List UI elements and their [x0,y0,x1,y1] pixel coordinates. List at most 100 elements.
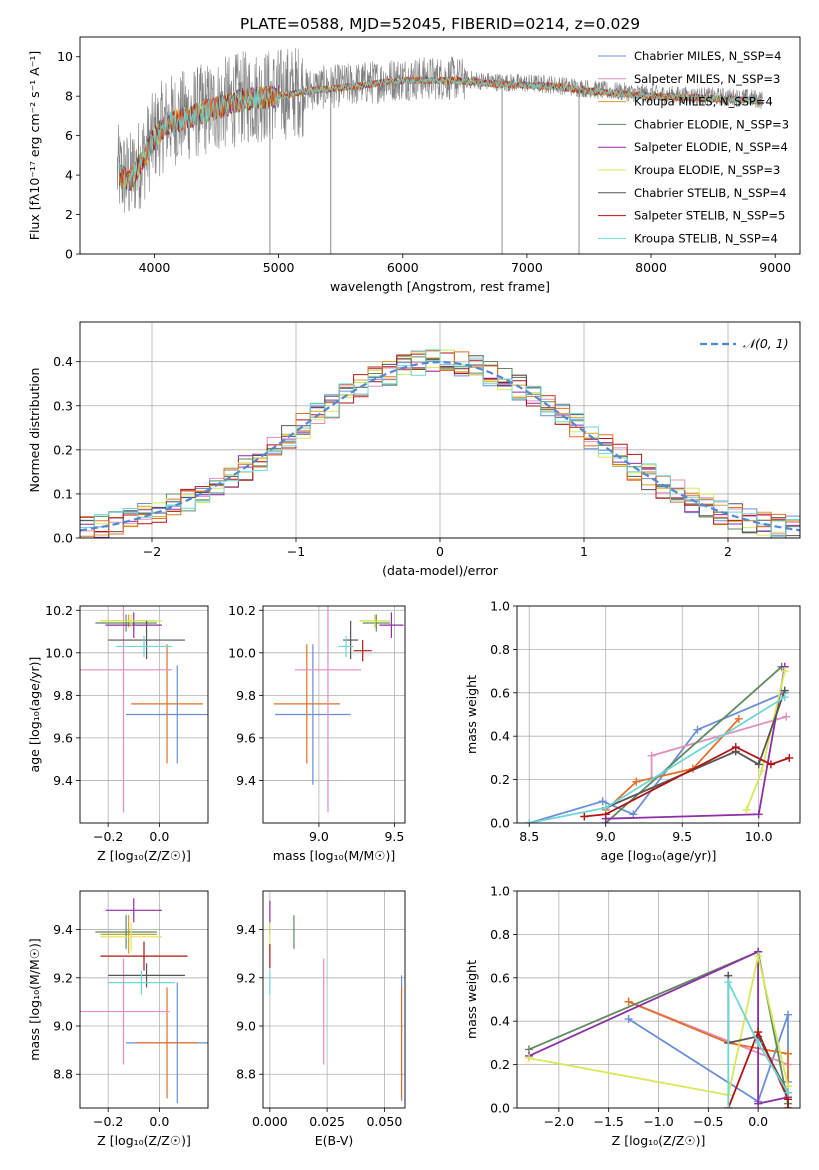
y-tick-label: 1.0 [490,599,510,614]
x-tick-label: 1 [580,544,588,559]
x-axis-label: Z [log₁₀(Z/Z☉)] [612,1133,706,1148]
x-tick-label: 8.5 [519,829,539,844]
x-axis-label: age [log₁₀(age/yr)] [601,848,717,863]
series-line-salpeter_elodie [528,950,789,1105]
x-tick-label: 6000 [387,260,419,275]
series-marker-salpeter_stelib [785,753,794,762]
y-tick-label: 1.0 [490,884,510,899]
weight_vs_age-series [525,662,794,823]
y-axis-label: mass [log₁₀(M/M☉)] [27,938,42,1060]
model-spectrum-kroupa_stelib [119,76,763,191]
mass_vs_ebv-points [269,900,403,1101]
y-tick-label: 0.2 [490,772,510,787]
y-axis-label: age [log₁₀(age/yr)] [27,657,42,773]
y-axis-label: mass weight [464,675,479,754]
series-marker-kroupa_stelib [525,819,534,823]
mass_vs_Z-panel: −0.2 0.0 8.8 9.0 9.2 9.4 Z [log₁₀(Z/Z☉)] mass [… [27,890,209,1148]
axes-frame [262,890,406,1109]
y-tick-label: 6 [65,128,73,143]
y-tick-label: 9.2 [236,970,256,985]
x-tick-label: −0.2 [93,829,123,844]
x-tick-label: 5000 [263,260,295,275]
x-tick-label: 9.5 [384,829,404,844]
x-tick-label: 8000 [635,260,667,275]
series-marker-salpeter_stelib [580,812,589,821]
y-tick-label: 0.4 [53,354,73,369]
y-tick-label: 2 [65,207,73,222]
weight_vs_Z-series [524,947,793,1108]
y-tick-label: 9.6 [53,730,73,745]
series-line-salpeter_stelib [727,1029,789,1108]
series-marker-kroupa_elodie [780,667,789,676]
model-spectrum-orange [119,75,763,187]
x-tick-label: 2 [724,544,732,559]
y-tick-label: 0.0 [53,531,73,546]
x-tick-label: 0.000 [252,1114,288,1129]
series-marker-orange [784,1049,793,1058]
axes-frame [516,890,801,1109]
x-tick-label: −1.5 [593,1114,623,1129]
x-tick-label: −1 [287,544,305,559]
series-marker-salpeter_elodie [754,1099,763,1108]
y-tick-label: 0.8 [490,927,510,942]
series-marker-chabrier_miles [624,1015,633,1024]
series-marker-kroupa_stelib [724,978,733,987]
legend-label: Chabrier MILES, N_SSP=4 [634,49,781,63]
legend-label: Kroupa ELODIE, N_SSP=3 [634,163,780,177]
series-marker-salpeter_miles [647,751,656,760]
x-tick-label: 0.050 [366,1114,402,1129]
series-marker-chabrier_miles [629,810,638,819]
y-tick-label: 0.4 [490,729,510,744]
series-line-chabrier_stelib [605,690,786,809]
legend-label: Salpeter MILES, N_SSP=3 [634,72,780,86]
x-tick-label: −1.0 [643,1114,673,1129]
mass_vs_ebv-panel: 0.000 0.025 0.050 8.8 9.0 9.2 9.4 E(B-V) [236,890,406,1148]
y-tick-label: 9.8 [53,688,73,703]
y-tick-label: 0.4 [490,1014,510,1029]
y-tick-label: 9.4 [236,773,256,788]
y-axis-label: mass weight [464,960,479,1039]
y-tick-label: 0 [65,247,73,262]
x-axis-label: E(B-V) [315,1133,354,1148]
legend-label: Chabrier ELODIE, N_SSP=3 [634,117,789,131]
y-tick-label: 10.2 [45,603,73,618]
series-marker-chabrier_stelib [754,760,763,769]
y-tick-label: 9.4 [53,922,73,937]
y-tick-label: 8.8 [53,1067,73,1082]
series-marker-kroupa_elodie [524,1054,533,1063]
series-marker-salpeter_elodie [754,810,763,819]
x-tick-label: −2 [143,544,161,559]
series-marker-kroupa_stelib [780,693,789,702]
x-axis-label: (data-model)/error [382,563,499,578]
age_vs_mass-points [273,606,404,813]
x-tick-label: 0 [436,544,444,559]
gaussian-reference [80,360,800,532]
series-marker-kroupa_stelib [724,1104,733,1108]
y-tick-label: 0.6 [490,685,510,700]
x-axis-label: wavelength [Angstrom, rest frame] [330,279,550,294]
x-axis-label: Z [log₁₀(Z/Z☉)] [97,1133,191,1148]
y-tick-label: 4 [65,168,73,183]
y-tick-label: 0.8 [490,642,510,657]
x-axis-label: mass [log₁₀(M/M☉)] [273,848,395,863]
x-tick-label: 0.0 [748,1114,768,1129]
y-tick-label: 0.0 [490,1101,510,1116]
series-marker-chabrier_miles [784,1010,793,1019]
series-marker-orange [734,714,743,723]
x-tick-label: 0.0 [149,829,169,844]
y-tick-label: 0.2 [53,442,73,457]
series-marker-orange [624,997,633,1006]
x-tick-label: −0.5 [693,1114,723,1129]
axes-frame [79,321,801,539]
series-marker-orange [632,777,641,786]
x-tick-label: 7000 [511,260,543,275]
y-axis-label: Flux [fλ10⁻¹⁷ erg cm⁻² s⁻¹ A⁻¹] [27,51,42,240]
series-marker-salpeter_miles [782,712,791,721]
series-marker-kroupa_stelib [754,1038,763,1047]
legend-label: Kroupa MILES, N_SSP=4 [634,95,773,109]
x-tick-label: 9000 [759,260,791,275]
weight_vs_Z-panel: −2.0 −1.5 −1.0 −0.5 0.0 0.0 0.2 0.4 0.6 0.8 1.0 Z [… [464,884,801,1148]
series-marker-salpeter_stelib [784,1104,793,1108]
axes-frame [79,36,801,255]
